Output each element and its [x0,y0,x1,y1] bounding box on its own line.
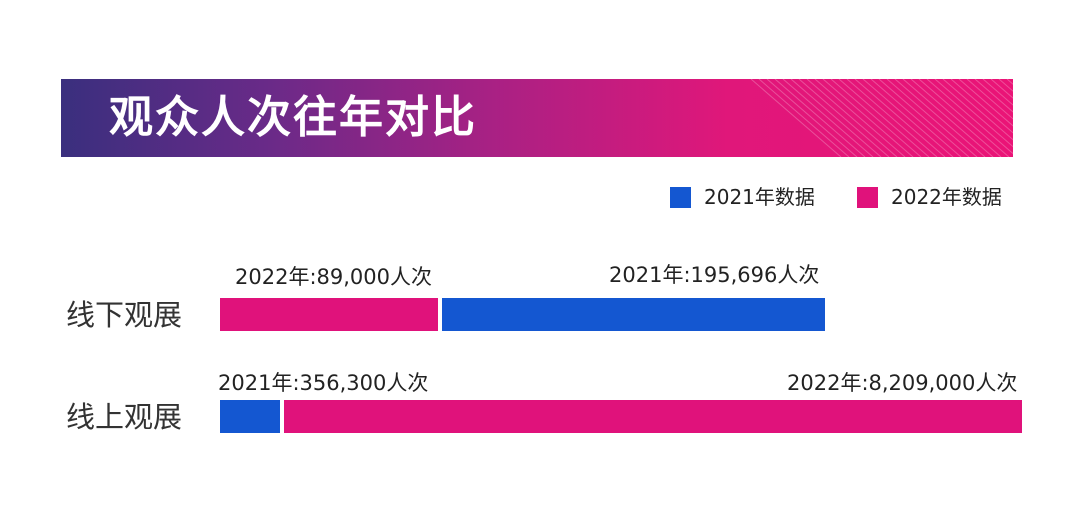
data-label-offline-2022: 2022年:89,000人次 [235,265,432,289]
bar-online-2022 [284,400,1022,433]
category-label-offline: 线下观展 [66,298,183,332]
title-banner: 观众人次往年对比 [61,79,1013,157]
category-label-online: 线上观展 [66,400,183,434]
legend-swatch-2021 [670,187,691,208]
bar-offline-2022 [220,298,438,331]
legend: 2021年数据 2022年数据 [670,184,1015,210]
legend-swatch-2022 [857,187,878,208]
data-label-online-2022: 2022年:8,209,000人次 [787,371,1018,395]
data-label-offline-2021: 2021年:195,696人次 [609,263,820,287]
chart-title: 观众人次往年对比 [109,92,477,143]
data-label-online-2021: 2021年:356,300人次 [218,371,429,395]
banner-stripes-decoration [750,79,1013,157]
legend-label-2022: 2022年数据 [891,185,1002,209]
bar-offline-2021 [442,298,825,331]
legend-label-2021: 2021年数据 [704,185,815,209]
bar-online-2021 [220,400,280,433]
